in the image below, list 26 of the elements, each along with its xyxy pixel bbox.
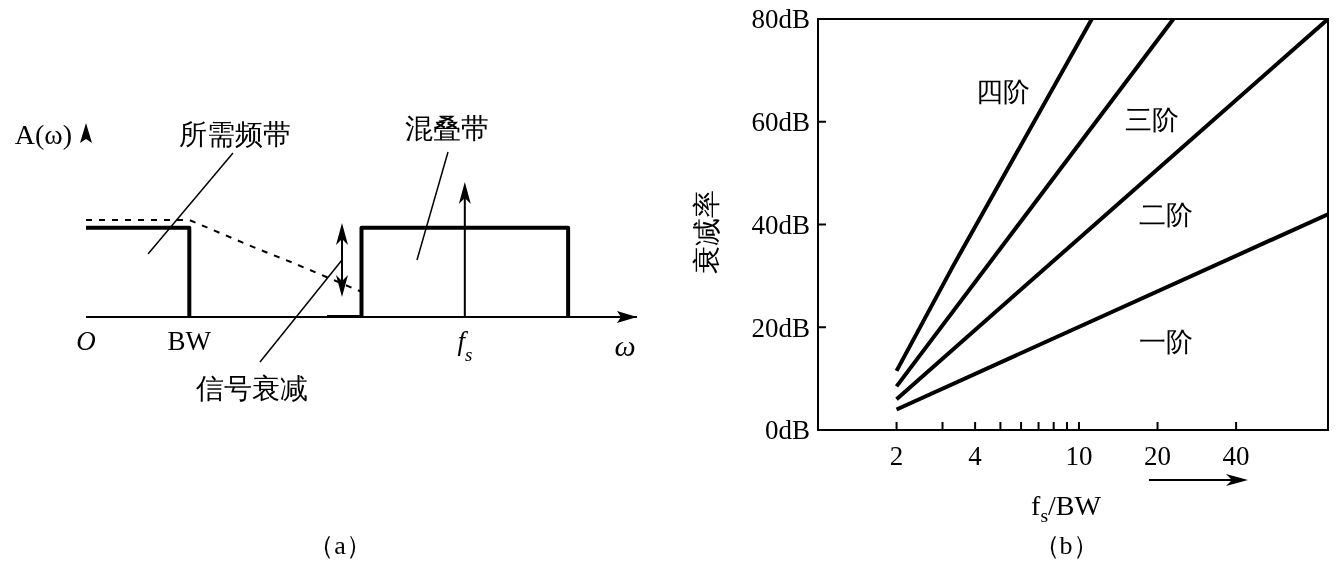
x-tick-label: 4 [968,441,983,472]
series-label: 四阶 [975,77,1030,107]
text: （a） [308,530,372,560]
text: 信号衰减 [196,372,308,404]
series-label: 二阶 [1138,200,1193,230]
text: 混叠带 [405,112,489,144]
y-tick-label: 80dB [751,4,810,35]
x-tick-label: BW [167,326,212,357]
x-tick-label: 10 [1065,441,1093,472]
series-label: 三阶 [1125,105,1180,135]
x-axis-title: ω [614,328,636,362]
x-tick-label: f$_{s}$ [457,326,473,365]
y-axis-title: 衰减率 [690,190,722,274]
text: 所需频带 [179,118,291,150]
y-tick-label: 20dB [751,312,810,343]
x-tick-label: 20 [1144,441,1172,472]
x-tick-label: 2 [889,441,904,472]
x-tick-label: O [76,326,96,357]
y-axis-title: A(ω) [14,118,72,150]
y-tick-label: 0dB [764,415,810,446]
text: （b） [1033,530,1099,560]
y-tick-label: 60dB [751,107,810,138]
series-label: 一阶 [1138,327,1193,357]
x-tick-label: 40 [1222,441,1250,472]
y-tick-label: 40dB [751,209,810,240]
x-axis-title: f$_{s}$/BW [1031,489,1102,526]
